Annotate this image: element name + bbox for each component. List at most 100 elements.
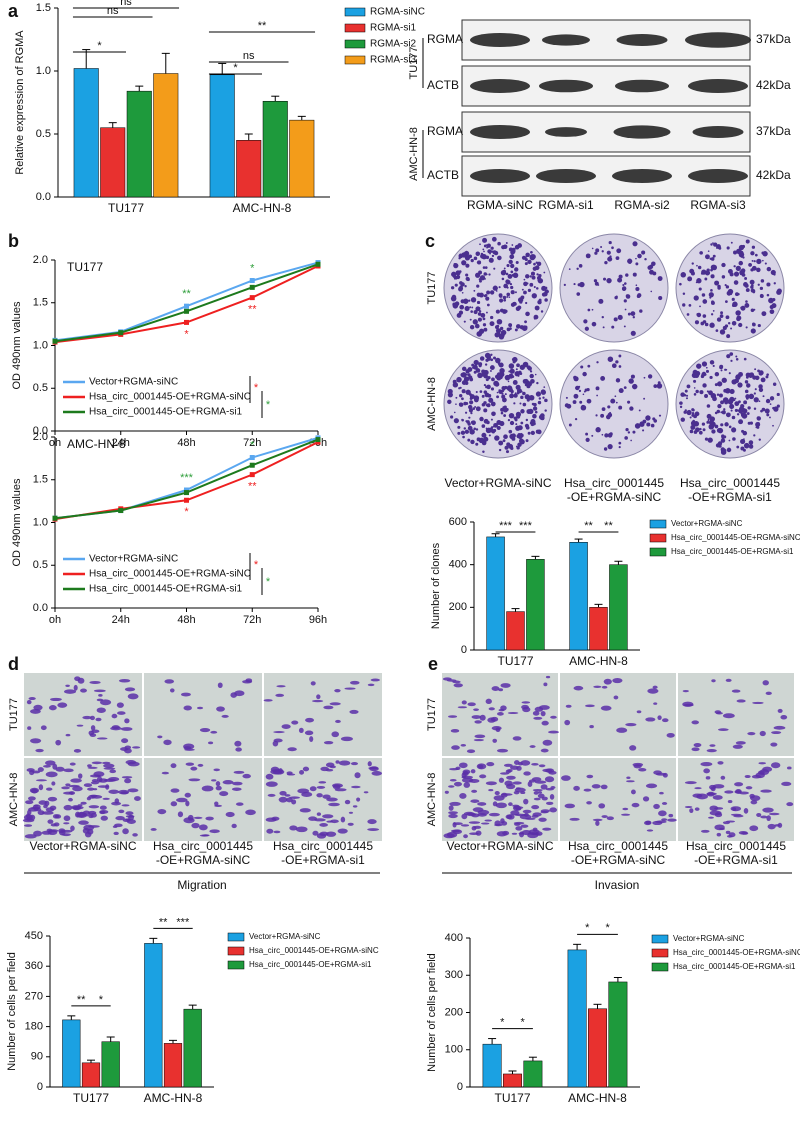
cell <box>316 694 321 700</box>
colony <box>480 252 484 256</box>
colony <box>615 401 618 404</box>
cell <box>219 791 229 797</box>
cell <box>208 741 214 745</box>
cell <box>309 786 317 792</box>
cell <box>544 776 555 783</box>
colony <box>764 262 767 265</box>
bar <box>262 100 288 198</box>
colony <box>491 377 495 382</box>
colony <box>653 384 658 388</box>
colony <box>717 441 723 446</box>
row-label: TU177 <box>8 698 20 731</box>
legend-label: Hsa_circ_0001445-OE+RGMA-si1 <box>671 547 794 556</box>
cell <box>88 805 100 809</box>
colony <box>537 400 542 405</box>
colony <box>719 329 726 335</box>
colony <box>586 398 592 404</box>
cell <box>738 830 748 835</box>
significance-label: * <box>250 262 255 274</box>
cell <box>492 738 498 743</box>
cell <box>278 796 288 803</box>
colony <box>498 389 501 392</box>
cell <box>453 822 463 825</box>
colony <box>710 274 715 279</box>
point <box>52 338 58 344</box>
cell <box>491 686 500 691</box>
colony <box>607 356 614 362</box>
colony <box>607 433 613 438</box>
point <box>315 261 321 267</box>
colony <box>596 394 599 397</box>
cell <box>735 789 742 794</box>
cell <box>319 823 328 827</box>
cell <box>500 772 510 775</box>
colony <box>513 393 518 398</box>
cell <box>289 825 298 831</box>
colony <box>532 406 538 411</box>
cell <box>549 794 555 800</box>
colony <box>529 254 536 261</box>
cell <box>350 680 360 685</box>
colony <box>474 406 477 408</box>
colony <box>509 327 512 331</box>
colony <box>475 428 479 431</box>
colony <box>731 427 737 433</box>
colony <box>730 327 733 330</box>
cell <box>299 770 305 775</box>
colony <box>509 393 514 399</box>
bar <box>62 1019 81 1088</box>
cell <box>714 812 723 818</box>
cell <box>470 769 476 774</box>
colony <box>498 448 502 452</box>
cell <box>722 821 731 825</box>
colony <box>529 370 533 373</box>
y-tick-label: 1.0 <box>36 65 51 77</box>
colony <box>753 407 757 410</box>
colony <box>527 431 531 435</box>
colony <box>473 256 478 261</box>
cell <box>45 771 58 778</box>
significance-label: * <box>266 399 271 411</box>
bar <box>567 949 587 1088</box>
cell <box>507 769 513 773</box>
colony <box>611 325 615 329</box>
cell <box>722 713 735 719</box>
cell <box>235 802 244 806</box>
colony <box>721 275 726 279</box>
colony <box>519 372 523 376</box>
colony <box>627 258 633 264</box>
colony <box>723 451 726 454</box>
colony <box>731 321 737 326</box>
cell <box>325 768 334 772</box>
colony <box>492 428 497 433</box>
cell <box>108 789 120 794</box>
cell <box>601 815 608 818</box>
colony <box>745 288 750 292</box>
colony <box>534 410 538 414</box>
colony <box>714 371 720 377</box>
legend-label: Hsa_circ_0001445-OE+RGMA-siNC <box>89 569 251 580</box>
colony <box>710 289 713 292</box>
colony <box>490 315 494 320</box>
colony <box>582 393 585 396</box>
colony <box>611 246 614 250</box>
colony <box>468 408 473 413</box>
lane-label: RGMA-si1 <box>538 198 594 212</box>
bar <box>236 140 262 198</box>
colony <box>712 242 714 244</box>
colony <box>470 258 474 263</box>
colony <box>604 260 608 265</box>
colony <box>494 332 500 338</box>
colony <box>481 424 486 428</box>
colony <box>742 256 745 259</box>
cell <box>316 793 323 798</box>
colony <box>516 388 522 394</box>
bar <box>608 981 628 1088</box>
colony <box>533 314 539 320</box>
cell <box>64 689 77 694</box>
colony <box>461 260 467 266</box>
colony <box>485 255 490 260</box>
cell <box>90 781 100 785</box>
cell <box>217 682 223 689</box>
cell <box>491 726 502 731</box>
